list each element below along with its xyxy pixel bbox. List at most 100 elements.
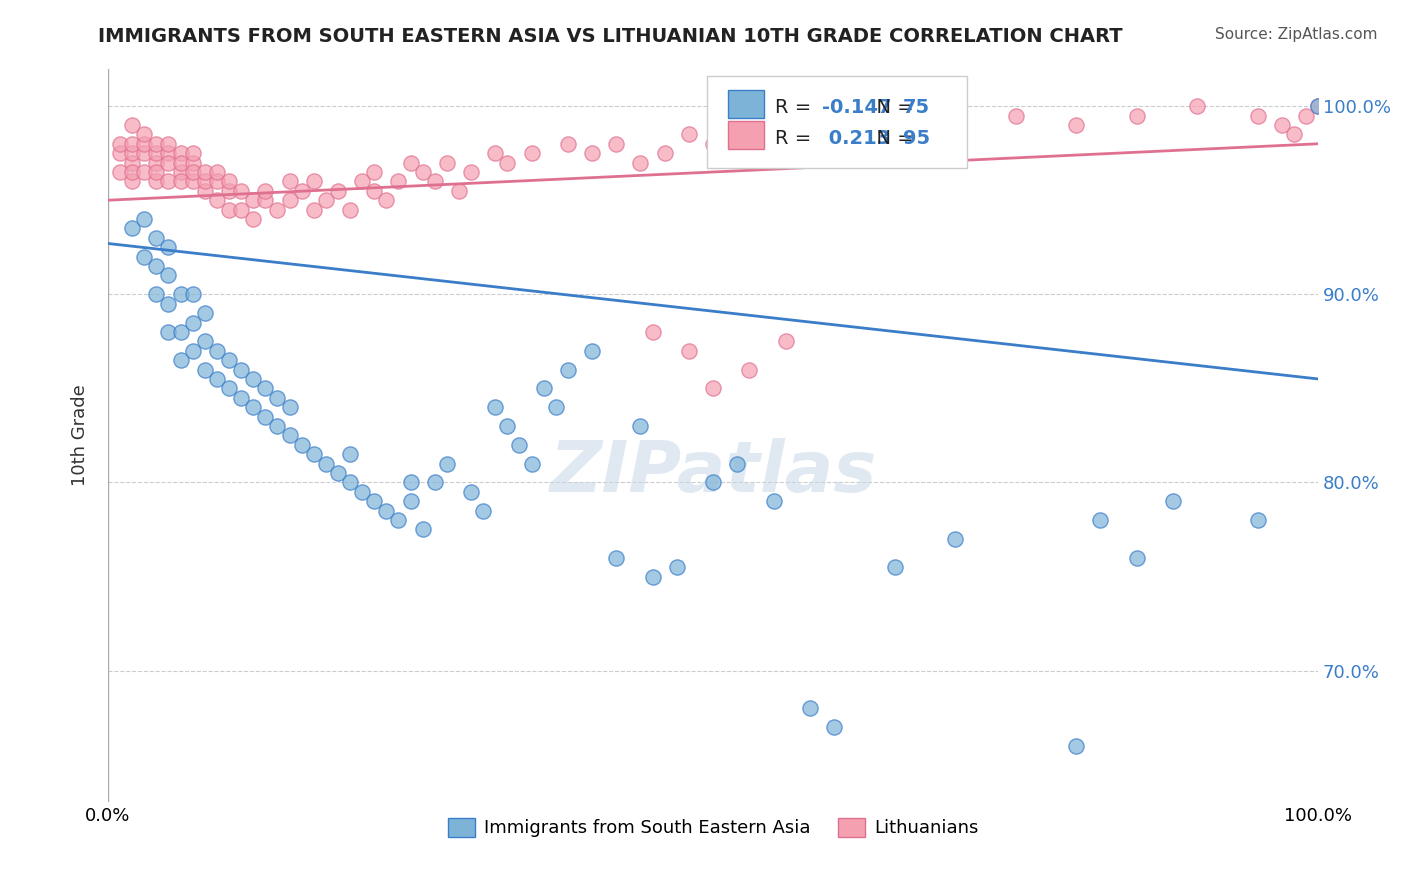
Point	[121, 136, 143, 151]
Point	[1295, 109, 1317, 123]
Point	[278, 193, 301, 207]
Text: 75: 75	[903, 98, 931, 117]
Point	[181, 174, 204, 188]
Point	[399, 155, 422, 169]
Point	[605, 550, 627, 565]
Point	[363, 165, 385, 179]
Point	[229, 202, 252, 217]
Point	[218, 381, 240, 395]
Point	[678, 128, 700, 142]
Text: R =: R =	[775, 98, 817, 117]
Point	[363, 184, 385, 198]
Point	[134, 165, 156, 179]
Point	[581, 146, 603, 161]
Point	[134, 128, 156, 142]
Point	[641, 325, 664, 339]
Point	[520, 146, 543, 161]
Point	[339, 475, 361, 490]
FancyBboxPatch shape	[707, 76, 967, 168]
Point	[194, 306, 217, 320]
Point	[326, 184, 349, 198]
Point	[460, 165, 482, 179]
Point	[145, 155, 167, 169]
Point	[108, 136, 131, 151]
Point	[1125, 109, 1147, 123]
Point	[423, 475, 446, 490]
Point	[181, 343, 204, 358]
Point	[157, 155, 180, 169]
Point	[145, 165, 167, 179]
Point	[484, 146, 506, 161]
Point	[399, 475, 422, 490]
Point	[630, 419, 652, 434]
Point	[1246, 513, 1268, 527]
Point	[447, 184, 470, 198]
Point	[315, 193, 337, 207]
Point	[302, 174, 325, 188]
Point	[412, 165, 434, 179]
Point	[412, 523, 434, 537]
Point	[423, 174, 446, 188]
Point	[205, 174, 228, 188]
Point	[242, 372, 264, 386]
Point	[496, 419, 519, 434]
Point	[533, 381, 555, 395]
Point	[194, 184, 217, 198]
Point	[484, 400, 506, 414]
Point	[460, 484, 482, 499]
Point	[181, 146, 204, 161]
Point	[352, 174, 374, 188]
Point	[472, 503, 495, 517]
Point	[291, 438, 314, 452]
Point	[121, 118, 143, 132]
Point	[181, 155, 204, 169]
Point	[181, 316, 204, 330]
Point	[134, 136, 156, 151]
Point	[1161, 494, 1184, 508]
Point	[121, 155, 143, 169]
Point	[169, 353, 191, 368]
Point	[134, 212, 156, 227]
Point	[399, 494, 422, 508]
Point	[799, 128, 821, 142]
Point	[654, 146, 676, 161]
Point	[205, 372, 228, 386]
Point	[1246, 109, 1268, 123]
Point	[194, 165, 217, 179]
Point	[121, 221, 143, 235]
Point	[108, 165, 131, 179]
Point	[121, 174, 143, 188]
Point	[229, 362, 252, 376]
Text: IMMIGRANTS FROM SOUTH EASTERN ASIA VS LITHUANIAN 10TH GRADE CORRELATION CHART: IMMIGRANTS FROM SOUTH EASTERN ASIA VS LI…	[98, 27, 1123, 45]
Point	[205, 165, 228, 179]
Point	[1125, 550, 1147, 565]
FancyBboxPatch shape	[727, 90, 763, 119]
Point	[218, 184, 240, 198]
Point	[218, 174, 240, 188]
Point	[278, 174, 301, 188]
Point	[121, 165, 143, 179]
Point	[169, 165, 191, 179]
Point	[242, 400, 264, 414]
Text: ZIPatlas: ZIPatlas	[550, 438, 877, 507]
Point	[302, 202, 325, 217]
Point	[1308, 99, 1330, 113]
Point	[242, 212, 264, 227]
Point	[823, 720, 845, 734]
Point	[181, 287, 204, 301]
Point	[157, 268, 180, 283]
Point	[702, 136, 724, 151]
Point	[1271, 118, 1294, 132]
Point	[678, 343, 700, 358]
Legend: Immigrants from South Eastern Asia, Lithuanians: Immigrants from South Eastern Asia, Lith…	[440, 811, 986, 845]
Point	[702, 475, 724, 490]
Point	[134, 250, 156, 264]
Point	[883, 560, 905, 574]
Point	[641, 569, 664, 583]
Point	[145, 146, 167, 161]
Point	[194, 334, 217, 349]
Point	[436, 457, 458, 471]
Point	[725, 457, 748, 471]
Point	[169, 174, 191, 188]
Point	[169, 325, 191, 339]
